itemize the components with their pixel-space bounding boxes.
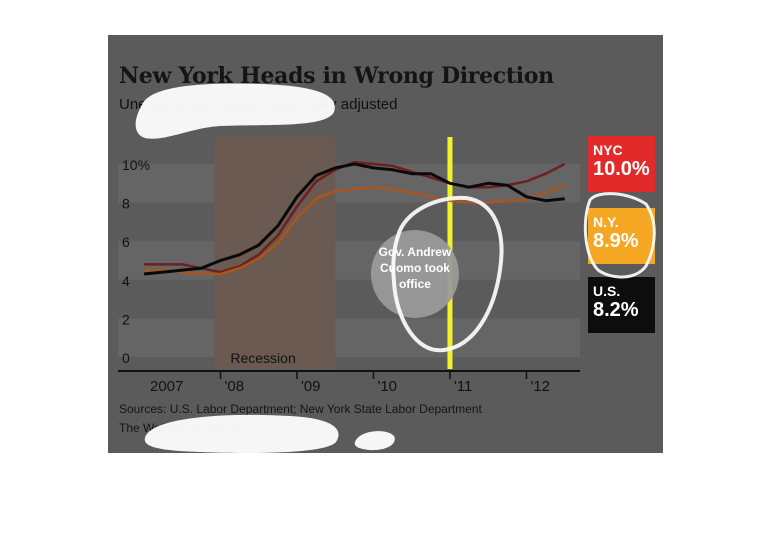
x-tick-label: '11 — [454, 378, 472, 395]
x-tick-label: 2007 — [150, 378, 183, 395]
recession-label: Recession — [230, 350, 295, 366]
legend-nyc-value: 10.0% — [593, 158, 650, 180]
x-tick-label: '12 — [530, 378, 550, 395]
legend-us-value: 8.2% — [593, 299, 639, 321]
y-tick-label: 0 — [122, 350, 130, 366]
chart-title: New York Heads in Wrong Direction — [119, 63, 554, 89]
grid-band — [118, 241, 580, 280]
x-tick-label: '08 — [224, 378, 244, 395]
legend-us-label: U.S. — [593, 283, 621, 299]
recession-band — [214, 136, 336, 369]
cuomo-annotation-text: office — [399, 277, 431, 291]
legend-ny: N.Y. 8.9% — [588, 208, 655, 264]
y-tick-label: 6 — [122, 234, 130, 250]
x-tick-label: '10 — [377, 378, 397, 395]
series-line-nyc — [144, 160, 566, 274]
legend-ny-value: 8.9% — [593, 230, 639, 252]
legend-us: U.S. 8.2% — [588, 277, 655, 333]
chart-card: 10% 8 6 4 2 0 2007 '08 '09 '10 '11 '12 Recession Gov.… — [108, 35, 663, 453]
legend-nyc: NYC 10.0% — [588, 136, 655, 192]
source-note: Sources: U.S. Labor Department; New York… — [119, 402, 482, 416]
legend-nyc-label: NYC — [593, 142, 623, 158]
series-line-us — [143, 162, 565, 276]
x-tick-label: '09 — [301, 378, 321, 395]
chart-subtitle: Unemployment rates, seasonally adjusted — [119, 96, 398, 113]
publisher-credit: The Wall Street Journal — [119, 421, 244, 435]
y-tick-label: 4 — [122, 273, 130, 289]
y-tick-label: 10% — [122, 157, 150, 173]
y-tick-label: 8 — [122, 196, 130, 212]
grid-band — [118, 318, 580, 357]
cuomo-annotation-text: Cuomo took — [380, 261, 450, 275]
cuomo-annotation-text: Gov. Andrew — [379, 245, 452, 259]
y-tick-label: 2 — [122, 311, 130, 327]
legend-ny-label: N.Y. — [593, 214, 619, 230]
